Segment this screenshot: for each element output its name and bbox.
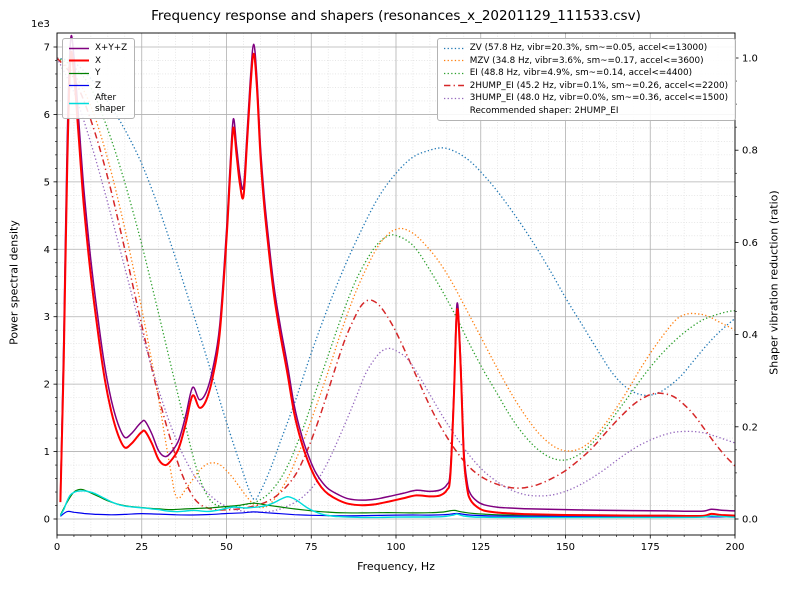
tick-label: 0 bbox=[44, 515, 50, 526]
tick-label: 3 bbox=[44, 312, 50, 323]
tick-label: 200 bbox=[725, 542, 744, 553]
legend-item: 3HUMP_EI (48.0 Hz, vibr=0.0%, sm~=0.36, … bbox=[443, 93, 728, 104]
tick-label: 2 bbox=[44, 380, 50, 391]
legend-line-sample bbox=[443, 72, 464, 75]
tick-label: 100 bbox=[386, 542, 405, 553]
tick-label: 75 bbox=[305, 542, 318, 553]
tick-label: 50 bbox=[220, 542, 233, 553]
legend-item: EI (48.8 Hz, vibr=4.9%, sm~=0.14, accel<… bbox=[443, 68, 728, 79]
tick-label: 0 bbox=[54, 542, 60, 553]
legend-line-sample bbox=[69, 103, 89, 105]
legend-label: 3HUMP_EI (48.0 Hz, vibr=0.0%, sm~=0.36, … bbox=[469, 93, 728, 104]
tick-label: 0.2 bbox=[742, 422, 758, 433]
legend-line-sample bbox=[443, 47, 464, 49]
series-y bbox=[59, 488, 735, 518]
legend-item: 2HUMP_EI (45.2 Hz, vibr=0.1%, sm~=0.26, … bbox=[443, 81, 728, 92]
legend-label: Z bbox=[95, 80, 102, 91]
legend-item: MZV (34.8 Hz, vibr=3.6%, sm~=0.17, accel… bbox=[443, 56, 728, 67]
tick-label: 0.0 bbox=[742, 515, 758, 526]
legend-item: ZV (57.8 Hz, vibr=20.3%, sm~=0.05, accel… bbox=[443, 43, 728, 54]
tick-label: 7 bbox=[44, 43, 50, 54]
left-y-axis-label: Power spectral density bbox=[7, 220, 21, 345]
legend-item: After shaper bbox=[68, 93, 127, 114]
legend-line-sample bbox=[69, 47, 89, 50]
series-3hump_ei bbox=[57, 57, 735, 513]
tick-label: 6 bbox=[44, 110, 50, 121]
chart-title: Frequency response and shapers (resonanc… bbox=[151, 8, 641, 24]
legend-line-sample bbox=[69, 72, 89, 74]
series-after-shaper bbox=[59, 490, 735, 519]
legend-label: After shaper bbox=[95, 93, 126, 114]
legend-line-sample bbox=[69, 85, 89, 87]
legend-item: X bbox=[68, 56, 127, 67]
tick-label: 25 bbox=[135, 542, 148, 553]
series-ei bbox=[57, 57, 735, 509]
legend-line-sample bbox=[443, 60, 464, 62]
legend-item: X+Y+Z bbox=[68, 43, 127, 54]
x-axis-label: Frequency, Hz bbox=[357, 560, 435, 573]
series-mzv bbox=[57, 57, 735, 509]
tick-label: 150 bbox=[556, 542, 575, 553]
series-2hump_ei bbox=[57, 57, 735, 511]
legend-label: 2HUMP_EI (45.2 Hz, vibr=0.1%, sm~=0.26, … bbox=[469, 80, 728, 91]
tick-label: 175 bbox=[641, 542, 660, 553]
legend-psd: X+Y+Z X Y Z After shaper bbox=[62, 38, 136, 120]
legend-label: X bbox=[95, 55, 102, 66]
legend-label: ZV (57.8 Hz, vibr=20.3%, sm~=0.05, accel… bbox=[469, 43, 708, 53]
series-x bbox=[59, 50, 735, 518]
right-y-axis-label: Shaper vibration reduction (ratio) bbox=[767, 190, 781, 375]
legend-label: Y bbox=[95, 68, 101, 79]
legend-line-sample bbox=[443, 97, 464, 100]
tick-label: 0.8 bbox=[742, 146, 758, 157]
tick-label: 0.4 bbox=[742, 330, 758, 341]
legend-item: Z bbox=[68, 81, 127, 92]
legend-label: MZV (34.8 Hz, vibr=3.6%, sm~=0.17, accel… bbox=[469, 55, 704, 66]
tick-label: 4 bbox=[44, 245, 50, 256]
legend-shapers: ZV (57.8 Hz, vibr=20.3%, sm~=0.05, accel… bbox=[436, 38, 736, 122]
legend-footer: Recommended shaper: 2HUMP_EI bbox=[469, 105, 619, 116]
tick-label: 0.6 bbox=[742, 238, 758, 249]
legend-label: EI (48.8 Hz, vibr=4.9%, sm~=0.14, accel<… bbox=[469, 68, 693, 79]
tick-label: 125 bbox=[471, 542, 490, 553]
tick-label: 5 bbox=[44, 177, 50, 188]
legend-label: X+Y+Z bbox=[95, 43, 128, 53]
y-axis-offset-label: 1e3 bbox=[31, 19, 50, 30]
series-z bbox=[60, 510, 735, 518]
tick-label: 1.0 bbox=[742, 54, 758, 65]
legend-line-sample bbox=[443, 85, 464, 87]
legend-item: Y bbox=[68, 68, 127, 79]
tick-label: 1 bbox=[44, 447, 50, 458]
series bbox=[57, 34, 735, 519]
legend-line-sample bbox=[69, 59, 89, 62]
